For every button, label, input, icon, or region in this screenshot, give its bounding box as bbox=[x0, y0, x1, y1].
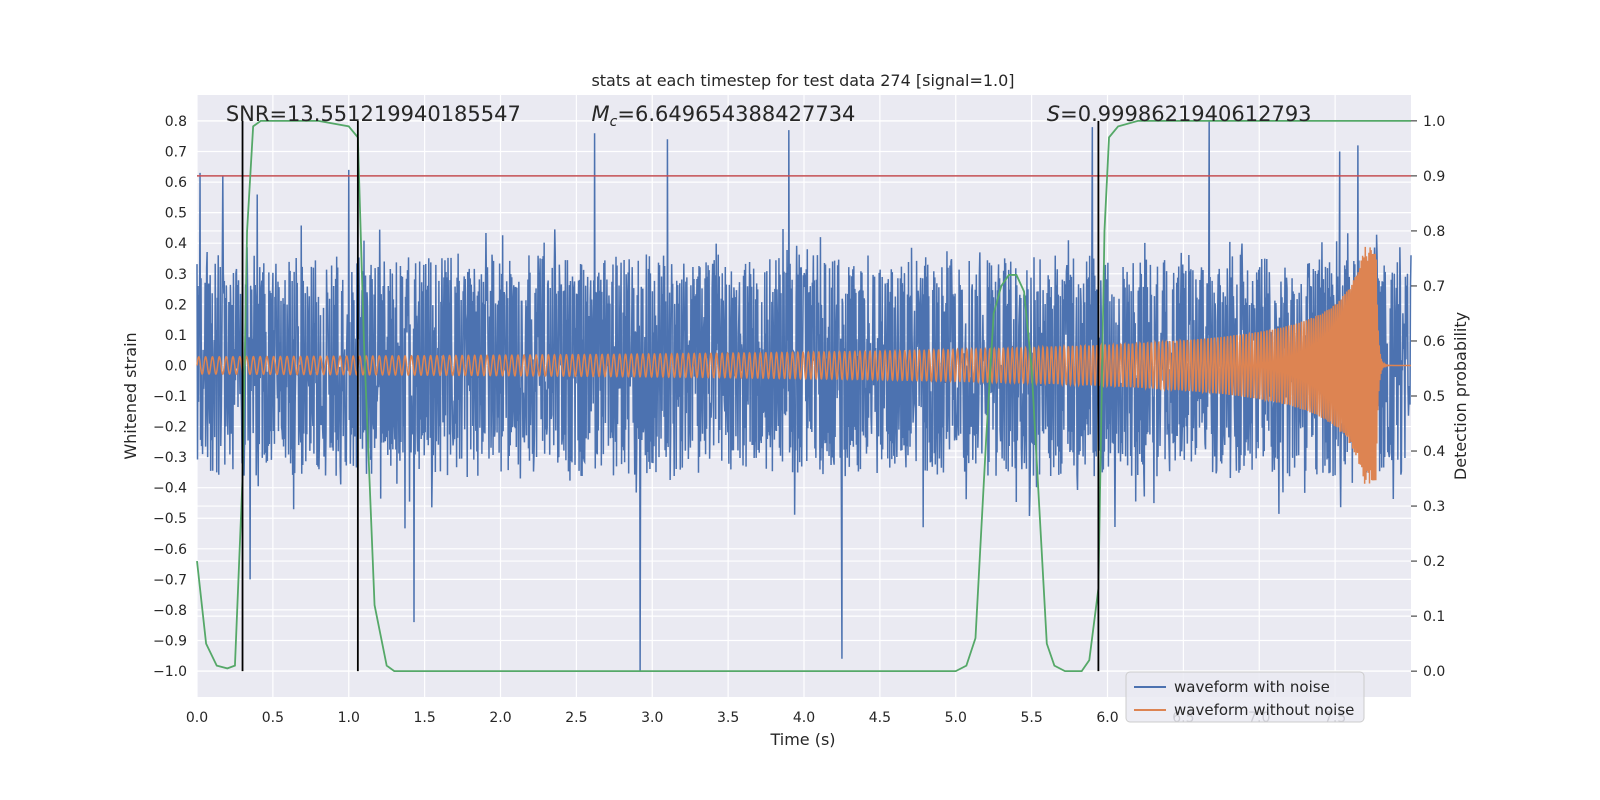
x-tick-label: 5.0 bbox=[945, 710, 967, 726]
x-tick-label: 4.0 bbox=[793, 710, 815, 726]
y-tick-label: 0.3 bbox=[165, 267, 187, 283]
legend: waveform with noise waveform without nois… bbox=[1125, 671, 1365, 723]
y2-tick-label: 0.0 bbox=[1423, 664, 1445, 680]
x-tick-label: 2.0 bbox=[489, 710, 511, 726]
x-tick-label: 0.0 bbox=[186, 710, 208, 726]
x-tick-label: 1.0 bbox=[338, 710, 360, 726]
y-tick-label: −0.8 bbox=[153, 603, 187, 619]
legend-box bbox=[1125, 671, 1365, 723]
y2-tick-label: 0.5 bbox=[1423, 389, 1445, 405]
x-tick-label: 1.5 bbox=[413, 710, 435, 726]
y-tick-label: −0.2 bbox=[153, 420, 187, 436]
y-tick-label: 0.4 bbox=[165, 236, 187, 252]
y-tick-label: 0.6 bbox=[165, 175, 187, 191]
series-waveform-without-noise bbox=[196, 246, 1411, 484]
x-tick-label: 2.5 bbox=[565, 710, 587, 726]
plot-content bbox=[196, 119, 1412, 673]
series-detection-probability bbox=[196, 119, 1411, 673]
y-tick-label: −0.4 bbox=[153, 481, 187, 497]
y2-tick-label: 0.8 bbox=[1423, 224, 1445, 240]
x-tick-label: 3.5 bbox=[717, 710, 739, 726]
y-axis-label: Whitened strain bbox=[121, 332, 140, 459]
y-tick-label: −0.1 bbox=[153, 389, 187, 405]
y2-tick-label: 0.3 bbox=[1423, 499, 1445, 515]
y-tick-label: −0.7 bbox=[153, 572, 187, 588]
y-tick-label: −0.3 bbox=[153, 450, 187, 466]
y-tick-label: 0.1 bbox=[165, 328, 187, 344]
y-tick-label: −0.6 bbox=[153, 542, 187, 558]
y-tick-label: −1.0 bbox=[153, 664, 187, 680]
y2-tick-label: 0.9 bbox=[1423, 169, 1445, 185]
chirp-mass-annotation: Mc=6.649654388427734 bbox=[592, 102, 856, 130]
x-tick-label: 0.5 bbox=[262, 710, 284, 726]
x-tick-label: 5.5 bbox=[1020, 710, 1042, 726]
annotations: SNR=13.551219940185547 Mc=6.6496543884277… bbox=[226, 102, 1312, 130]
y-tick-label: 0.0 bbox=[165, 358, 187, 374]
y-tick-label: −0.9 bbox=[153, 633, 187, 649]
y-tick-label: 0.8 bbox=[165, 114, 187, 130]
y2-tick-label: 1.0 bbox=[1423, 114, 1445, 130]
y2-tick-label: 0.4 bbox=[1423, 444, 1445, 460]
legend-entry: waveform with noise bbox=[1174, 678, 1330, 696]
y-tick-label: 0.5 bbox=[165, 206, 187, 222]
x-axis-label: Time (s) bbox=[769, 730, 835, 749]
chart-title: stats at each timestep for test data 274… bbox=[591, 71, 1014, 90]
y-tick-label: 0.2 bbox=[165, 297, 187, 313]
y2-tick-label: 0.6 bbox=[1423, 334, 1445, 350]
y-tick-label: 0.7 bbox=[165, 145, 187, 161]
significance-annotation: S=0.9998621940612793 bbox=[1047, 102, 1312, 126]
x-tick-label: 4.5 bbox=[869, 710, 891, 726]
x-tick-label: 6.0 bbox=[1096, 710, 1118, 726]
snr-annotation: SNR=13.551219940185547 bbox=[226, 102, 521, 126]
y2-tick-label: 0.1 bbox=[1423, 609, 1445, 625]
y-tick-label: −0.5 bbox=[153, 511, 187, 527]
y2-tick-label: 0.7 bbox=[1423, 279, 1445, 295]
y2-axis-label: Detection probability bbox=[1451, 312, 1470, 480]
x-tick-label: 3.0 bbox=[641, 710, 663, 726]
axes: 0.00.51.01.52.02.53.03.54.04.55.05.56.06… bbox=[153, 114, 1445, 726]
y2-tick-label: 0.2 bbox=[1423, 554, 1445, 570]
legend-entry: waveform without noise bbox=[1174, 701, 1354, 719]
